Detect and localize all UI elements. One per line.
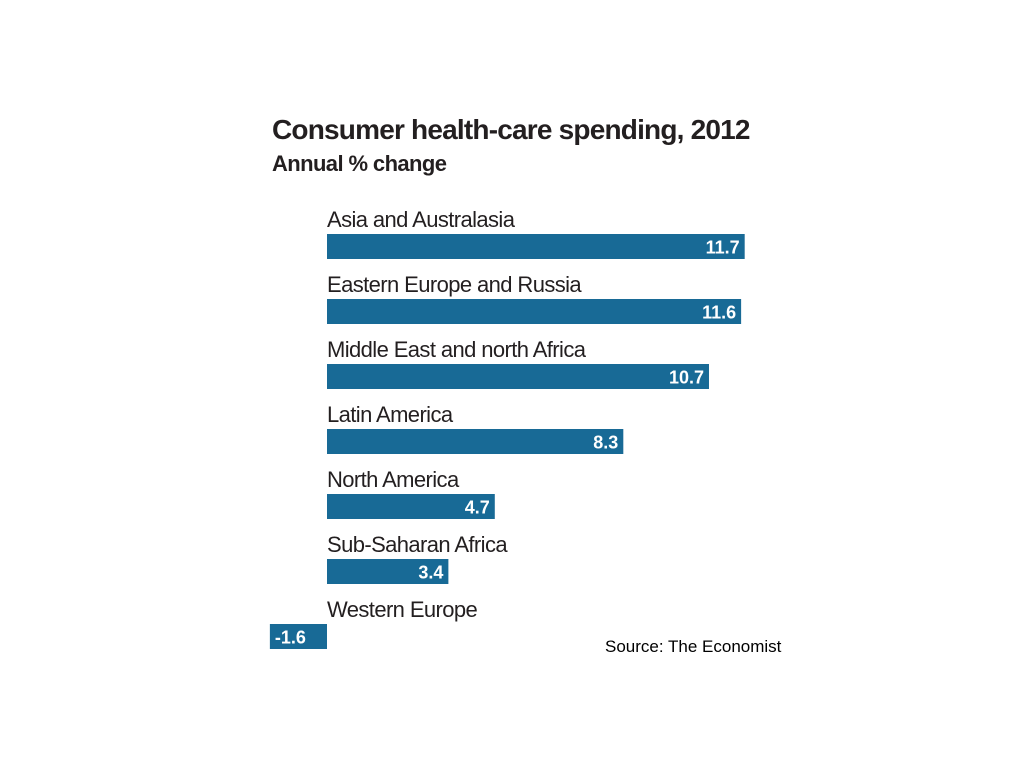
category-label: Western Europe bbox=[327, 597, 478, 622]
chart-subtitle: Annual % change bbox=[272, 151, 447, 176]
category-label: Latin America bbox=[327, 402, 454, 427]
category-label: Eastern Europe and Russia bbox=[327, 272, 582, 297]
value-label: -1.6 bbox=[275, 628, 306, 648]
category-label: Asia and Australasia bbox=[327, 207, 516, 232]
value-label: 8.3 bbox=[593, 433, 618, 453]
bar bbox=[327, 364, 709, 389]
category-labels: Asia and Australasia Eastern Europe and R… bbox=[327, 207, 587, 622]
value-labels: 11.7 11.6 10.7 8.3 4.7 3.4 -1.6 bbox=[275, 238, 740, 648]
bar bbox=[327, 234, 745, 259]
value-label: 10.7 bbox=[669, 368, 704, 388]
category-label: Middle East and north Africa bbox=[327, 337, 587, 362]
source-note: Source: The Economist bbox=[605, 637, 782, 656]
bar bbox=[327, 299, 742, 324]
value-label: 11.7 bbox=[706, 238, 740, 258]
bar bbox=[269, 624, 327, 649]
bar bbox=[327, 559, 449, 584]
bar bbox=[327, 429, 624, 454]
chart-title: Consumer health-care spending, 2012 bbox=[272, 114, 751, 145]
value-label: 4.7 bbox=[465, 498, 490, 518]
value-label: 3.4 bbox=[418, 563, 443, 583]
category-label: Sub-Saharan Africa bbox=[327, 532, 508, 557]
value-label: 11.6 bbox=[702, 303, 736, 323]
category-label: North America bbox=[327, 467, 460, 492]
bars bbox=[269, 234, 745, 649]
bar bbox=[327, 494, 495, 519]
